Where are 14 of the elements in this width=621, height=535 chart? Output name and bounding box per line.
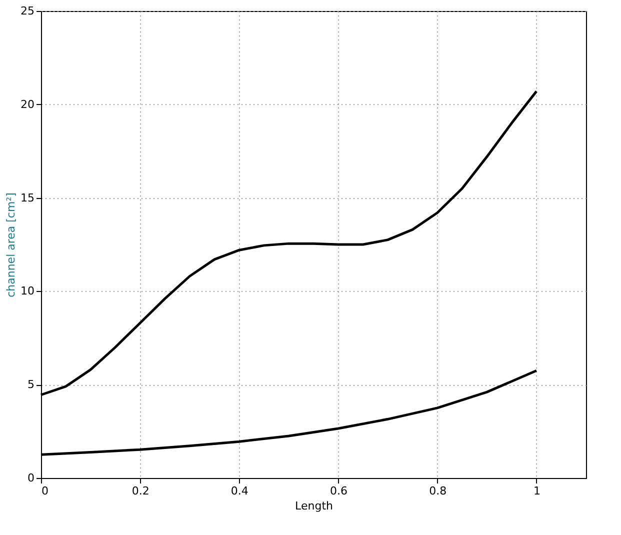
x-tick-label: 1 bbox=[533, 484, 540, 498]
x-tick-label: 0 bbox=[42, 484, 48, 498]
y-tick-label: 15 bbox=[20, 191, 34, 204]
x-axis-title: Length bbox=[295, 500, 333, 512]
y-axis-title: channel area [cm²] bbox=[4, 192, 18, 298]
x-tick-label: 0.2 bbox=[132, 484, 150, 498]
y-tick-label: 10 bbox=[20, 284, 34, 298]
x-tick-label: 0.6 bbox=[330, 484, 348, 498]
y-tick-label: 5 bbox=[28, 378, 34, 392]
x-tick-label: 0.8 bbox=[429, 484, 447, 498]
y-tick-label: 25 bbox=[20, 4, 34, 18]
y-tick-label: 0 bbox=[28, 472, 34, 484]
y-tick-label: 20 bbox=[20, 98, 34, 111]
x-tick-label: 0.4 bbox=[230, 484, 248, 498]
